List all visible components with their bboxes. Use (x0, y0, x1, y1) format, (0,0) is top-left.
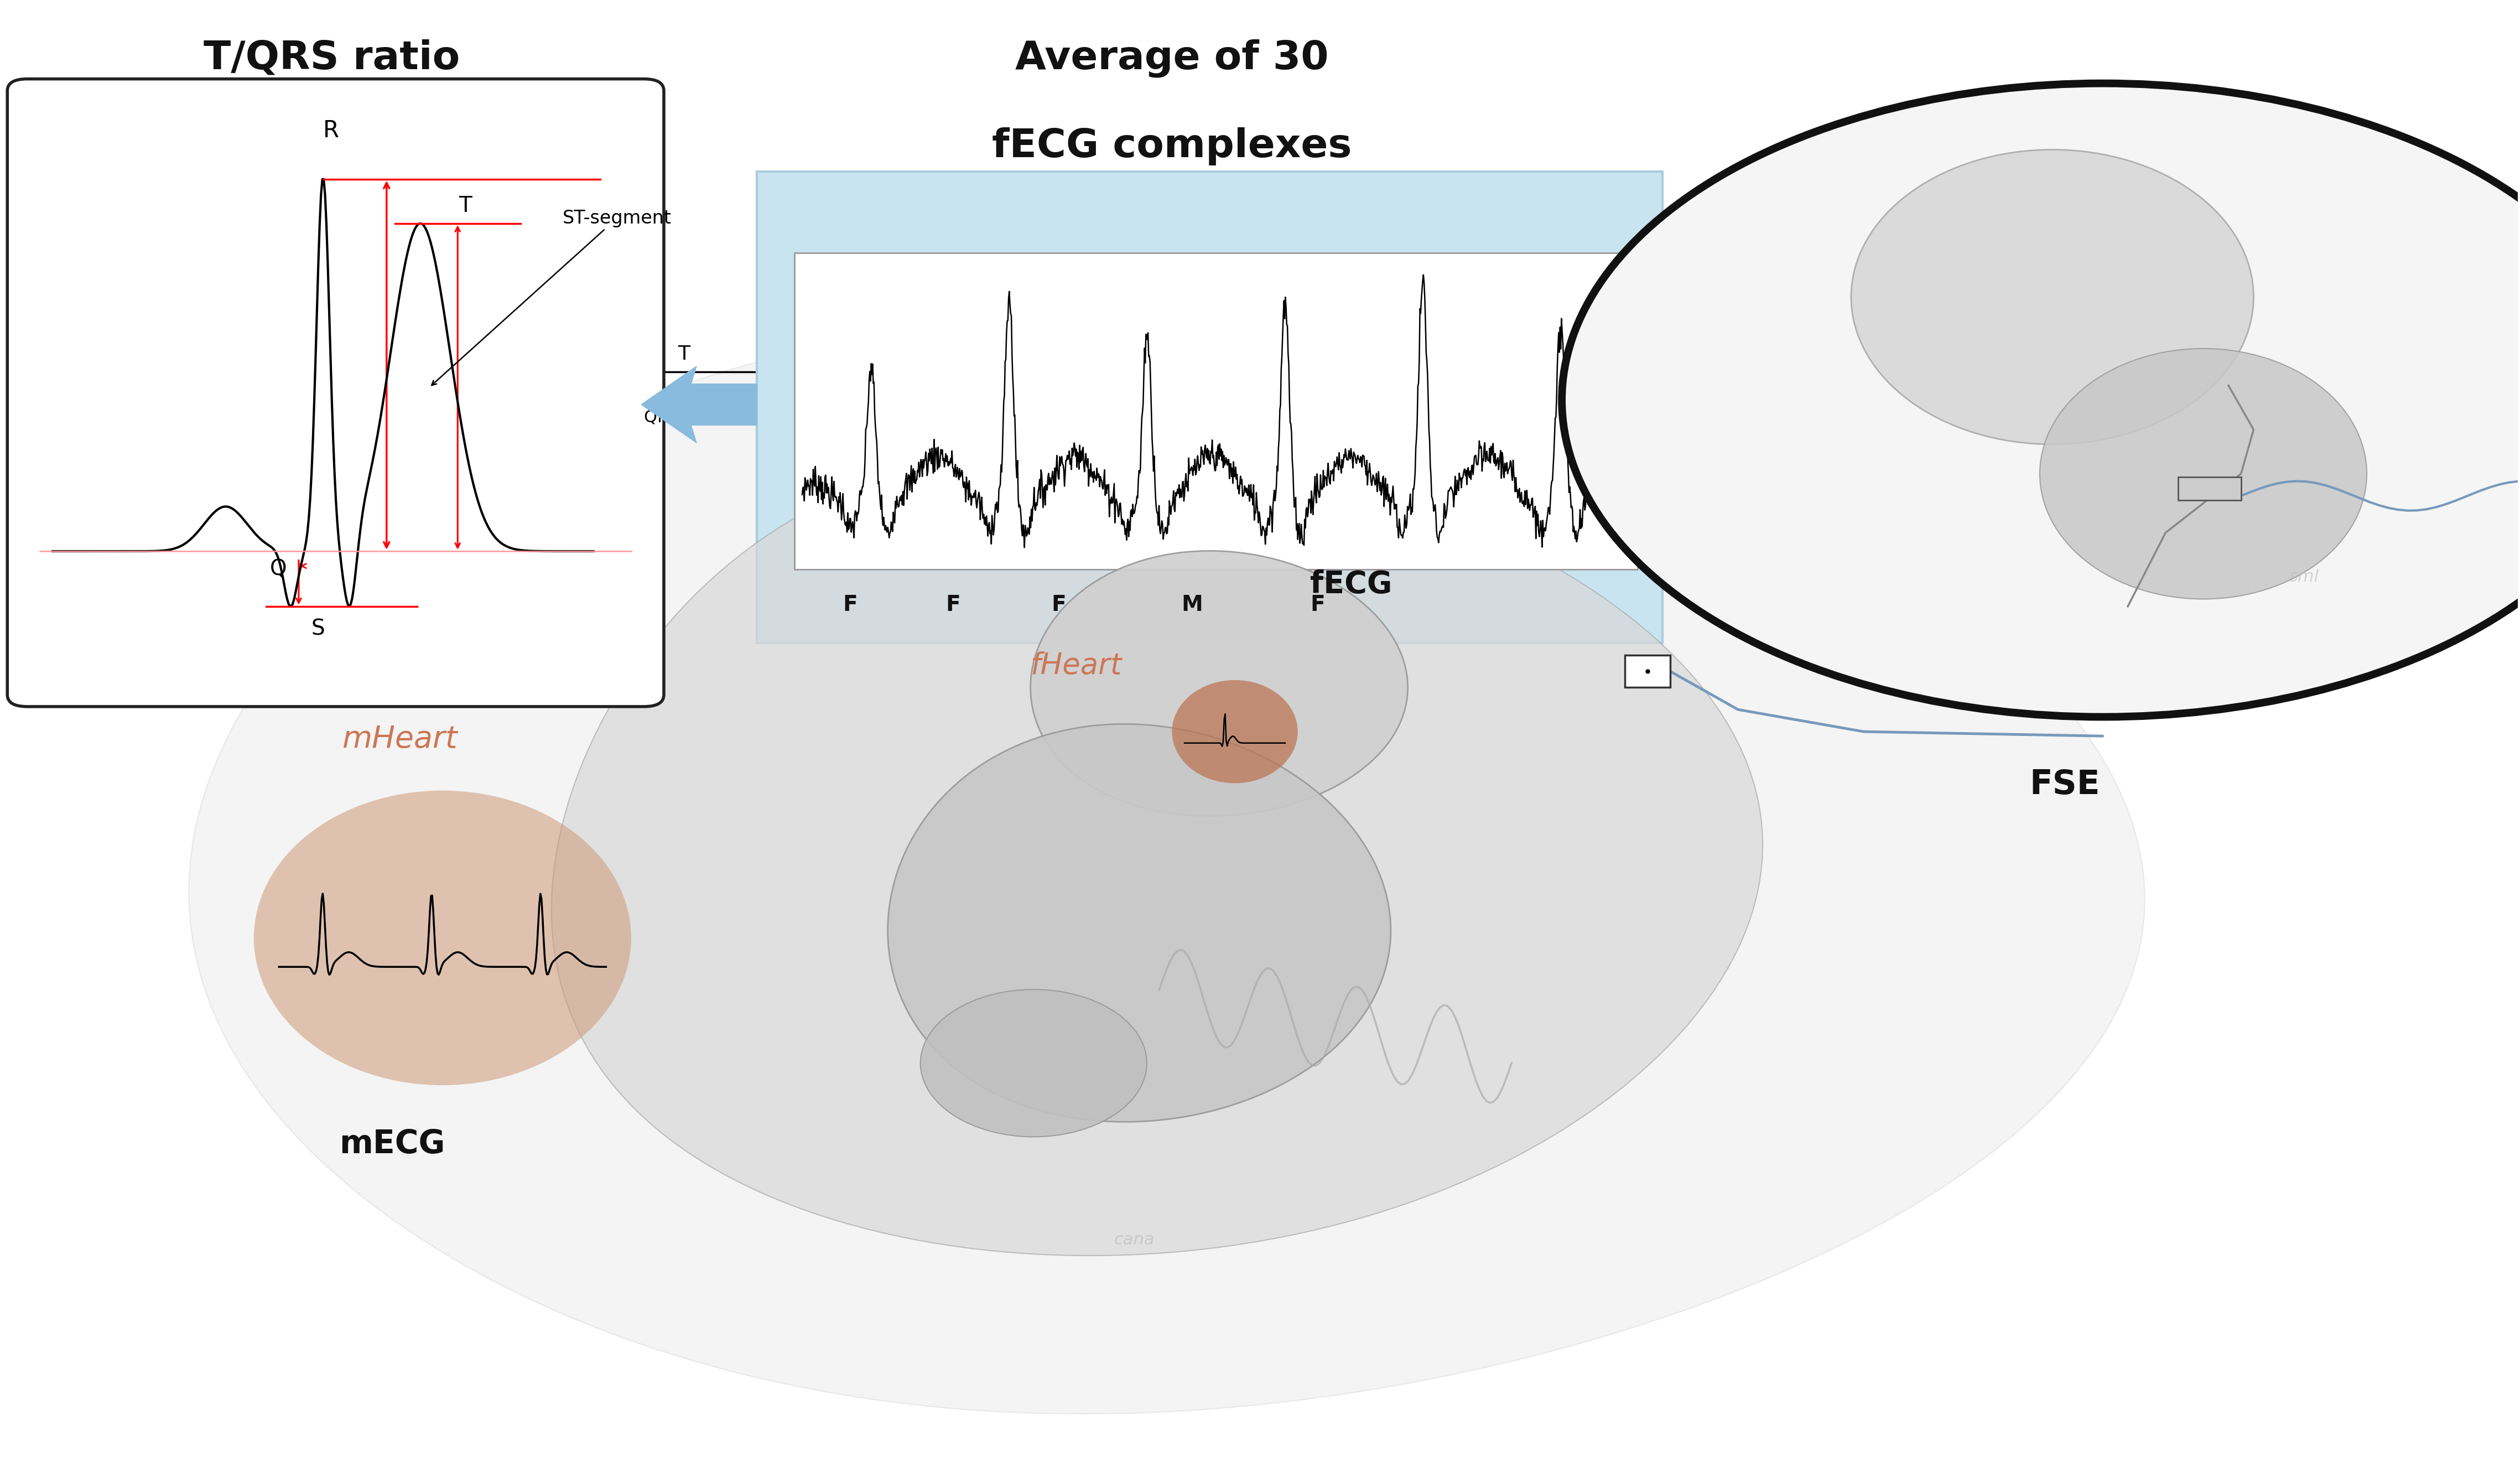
Text: M: M (1182, 594, 1202, 615)
Text: fECG complexes: fECG complexes (993, 127, 1351, 166)
Text: QRS ratio: QRS ratio (645, 409, 723, 426)
Text: cana: cana (1114, 1233, 1154, 1247)
FancyBboxPatch shape (794, 253, 1638, 569)
Ellipse shape (255, 791, 630, 1085)
Text: ST-segment: ST-segment (431, 208, 670, 386)
Ellipse shape (2039, 349, 2366, 599)
Ellipse shape (1852, 149, 2253, 445)
Text: F: F (1310, 594, 1326, 615)
Ellipse shape (920, 989, 1147, 1137)
FancyBboxPatch shape (756, 171, 1663, 643)
Text: F: F (945, 594, 960, 615)
Text: F: F (842, 594, 857, 615)
Text: mHeart: mHeart (343, 724, 456, 754)
Text: F: F (1051, 594, 1066, 615)
Polygon shape (189, 322, 2145, 1414)
Polygon shape (552, 445, 1761, 1256)
Text: R: R (323, 120, 340, 142)
Text: Q: Q (270, 559, 287, 579)
FancyBboxPatch shape (2177, 477, 2240, 501)
Text: T: T (459, 195, 471, 216)
Text: mECG: mECG (340, 1128, 446, 1160)
Text: sml: sml (2288, 569, 2318, 585)
Circle shape (1562, 83, 2520, 717)
Text: T/QRS ratio: T/QRS ratio (204, 38, 459, 77)
FancyBboxPatch shape (8, 78, 663, 706)
FancyArrow shape (640, 367, 756, 443)
Text: fECG: fECG (1310, 569, 1394, 599)
Ellipse shape (1172, 680, 1298, 783)
Text: Average of 30: Average of 30 (1016, 38, 1328, 78)
Text: S: S (312, 618, 325, 638)
Text: T: T (678, 344, 690, 364)
Text: fHeart: fHeart (1031, 652, 1121, 680)
FancyBboxPatch shape (1625, 655, 1671, 687)
Polygon shape (887, 724, 1391, 1122)
Polygon shape (1031, 551, 1409, 816)
Text: FSE: FSE (2029, 769, 2099, 801)
